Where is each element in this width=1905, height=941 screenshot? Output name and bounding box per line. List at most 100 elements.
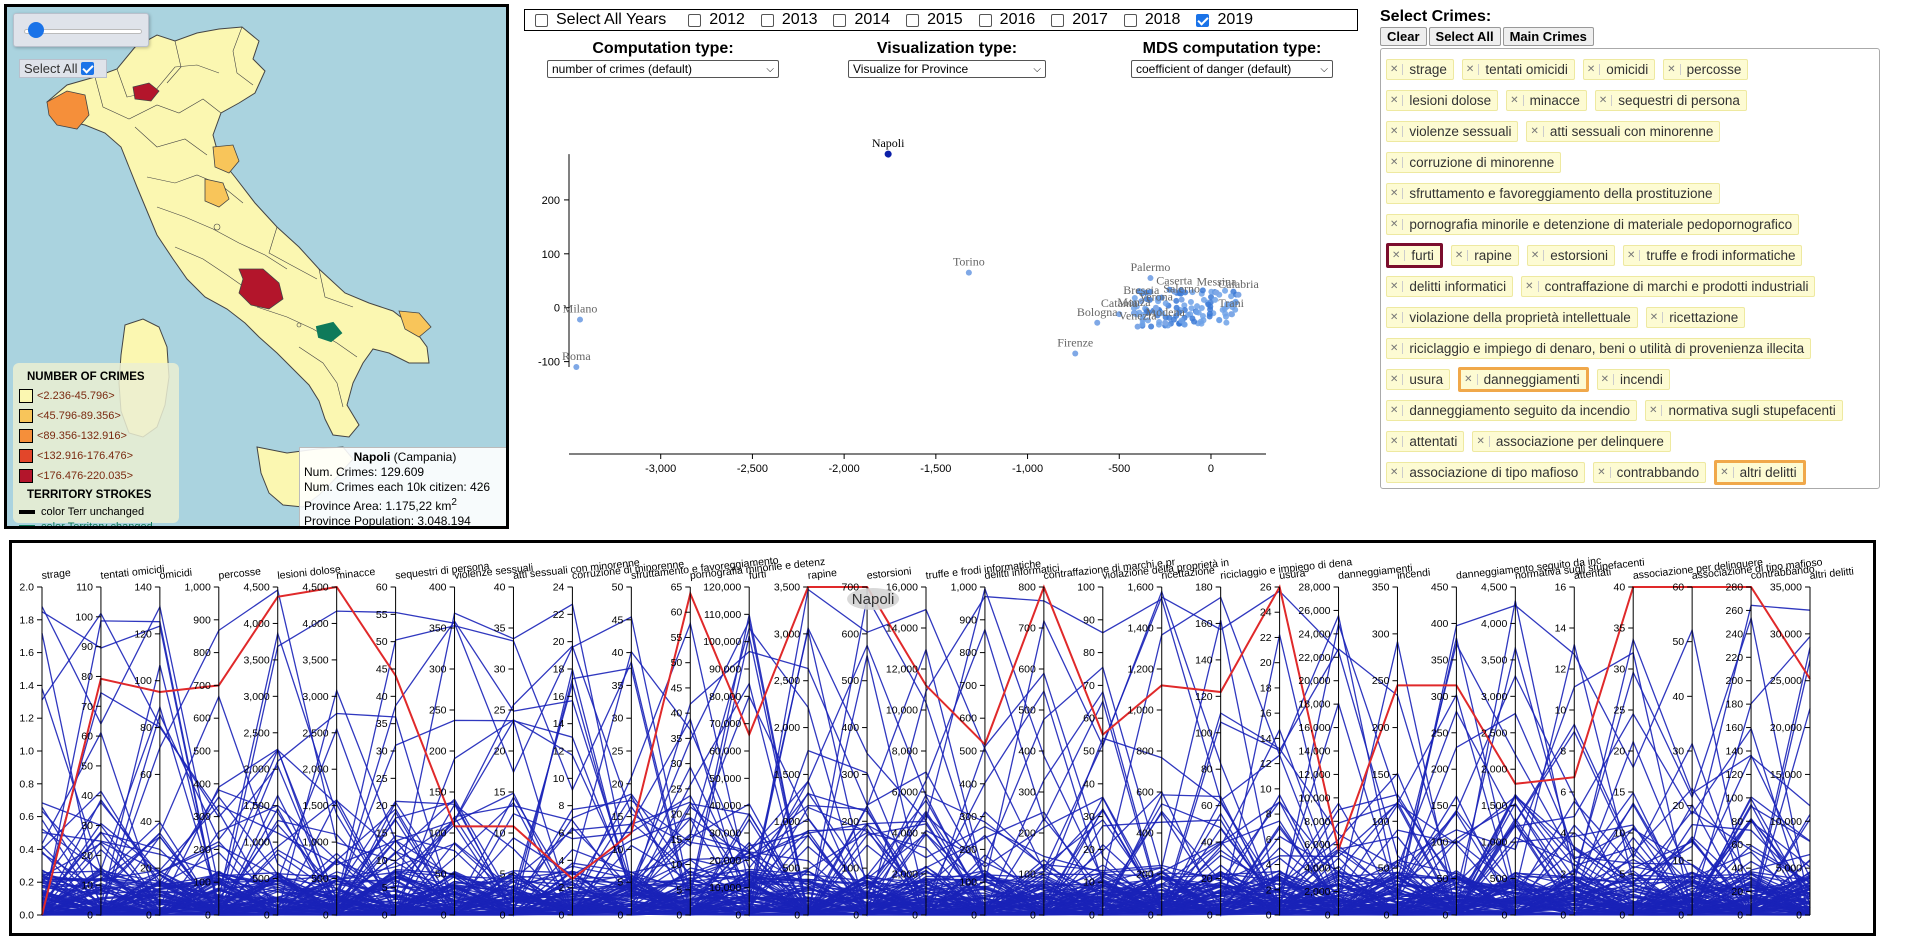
pc-axis-label[interactable]: percosse: [218, 566, 262, 582]
pc-axis[interactable]: 140 120 100 80 60 40 20 0 omicidi: [134, 567, 192, 922]
mds-point[interactable]: [1094, 319, 1101, 326]
crime-tag[interactable]: ✕ danneggiamento seguito da incendio: [1386, 400, 1638, 421]
year-slider[interactable]: [13, 13, 149, 47]
select-all-years[interactable]: Select All Years: [535, 11, 666, 29]
remove-icon[interactable]: ✕: [1390, 343, 1404, 354]
mds-point[interactable]: [1224, 300, 1231, 307]
pc-axis[interactable]: 3,500 3,000 2,500 2,000 1,500 1,000 500 0 rapine: [774, 567, 838, 922]
pc-axis-label[interactable]: minacce: [336, 566, 376, 582]
crime-tag[interactable]: ✕ violazione della proprietà intellettual…: [1386, 307, 1638, 328]
mds-point[interactable]: [1216, 316, 1223, 323]
mds-point[interactable]: [1147, 288, 1154, 295]
year-checkbox[interactable]: [760, 13, 774, 27]
mds-point[interactable]: [965, 269, 972, 276]
pc-axis[interactable]: 16 14 12 10 8 6 4 2 0 attentati: [1555, 566, 1612, 921]
mds-point[interactable]: [1171, 288, 1178, 295]
year-checkbox[interactable]: [833, 13, 847, 27]
mds-point[interactable]: [1131, 300, 1138, 307]
remove-icon[interactable]: ✕: [1390, 281, 1404, 292]
province-firenze[interactable]: [204, 178, 230, 208]
year-checkbox[interactable]: [978, 13, 992, 27]
mds-point[interactable]: [1130, 310, 1137, 317]
remove-icon[interactable]: ✕: [1390, 188, 1404, 199]
crime-tag[interactable]: ✕ delitti informatici: [1386, 276, 1514, 297]
pc-axis[interactable]: 700 600 500 400 300 200 100 0 estorsioni: [842, 565, 913, 921]
mds-point[interactable]: [573, 364, 580, 370]
crime-tag[interactable]: ✕ tentati omicidi: [1461, 59, 1575, 80]
mds-point[interactable]: [1162, 319, 1169, 326]
parallel-coordinates-plot[interactable]: 2.0 1.8 1.6 1.4 1.2 1.0 0.8 0.6 0.4 0.2 0.0 strage 1…: [12, 543, 1873, 933]
remove-icon[interactable]: ✕: [1390, 405, 1404, 416]
remove-icon[interactable]: ✕: [1531, 250, 1545, 261]
mds-point[interactable]: [1173, 297, 1180, 304]
mds-point[interactable]: [1156, 318, 1163, 325]
mds-point[interactable]: [1189, 289, 1196, 296]
year-2019[interactable]: 2019: [1196, 11, 1253, 29]
mds-point[interactable]: [1144, 296, 1151, 303]
pc-axis[interactable]: 2.0 1.8 1.6 1.4 1.2 1.0 0.8 0.6 0.4 0.2 0.0 strage: [19, 567, 71, 922]
crime-tag[interactable]: ✕ incendi: [1596, 369, 1670, 390]
remove-icon[interactable]: ✕: [1587, 64, 1601, 75]
mds-point[interactable]: [1228, 293, 1235, 300]
clear-button[interactable]: Clear: [1380, 27, 1427, 46]
pc-axis[interactable]: 280260240220200180160140120100806040200c…: [1726, 563, 1816, 921]
mds-point[interactable]: [1228, 301, 1235, 308]
remove-icon[interactable]: ✕: [1597, 467, 1611, 478]
pc-axis-label[interactable]: altri delitti: [1809, 565, 1854, 582]
pc-axis-label[interactable]: estorsioni: [866, 565, 912, 582]
mds-point[interactable]: [1145, 309, 1152, 316]
crime-tag[interactable]: ✕ associazione di tipo mafioso: [1386, 462, 1586, 483]
year-2013[interactable]: 2013: [760, 11, 817, 29]
pc-axis[interactable]: 28,000 26,000 24,000 22,000 20,000 18,000 16,0…: [1298, 562, 1413, 921]
mds-point[interactable]: [1222, 287, 1229, 294]
province-napoli[interactable]: [315, 321, 343, 343]
mds-point[interactable]: [1140, 312, 1147, 319]
year-checkbox[interactable]: [906, 13, 920, 27]
mds-point[interactable]: [1178, 317, 1185, 324]
remove-icon[interactable]: ✕: [1390, 374, 1404, 385]
year-2015[interactable]: 2015: [906, 11, 963, 29]
pc-axis-label[interactable]: usura: [1279, 567, 1307, 582]
crime-tag[interactable]: ✕ riciclaggio e impiego di denaro, beni o…: [1386, 338, 1812, 359]
mds-point[interactable]: [1213, 289, 1220, 296]
mds-point[interactable]: [1131, 295, 1138, 302]
province-torino[interactable]: [46, 90, 90, 130]
mds-point[interactable]: [1178, 296, 1185, 303]
select-all-button[interactable]: Select All: [1428, 27, 1501, 46]
crime-tag[interactable]: ✕ attentati: [1386, 431, 1465, 452]
remove-icon[interactable]: ✕: [1464, 374, 1478, 385]
crime-tag[interactable]: ✕ danneggiamenti: [1458, 367, 1589, 392]
mds-point[interactable]: [1116, 311, 1123, 318]
remove-icon[interactable]: ✕: [1390, 219, 1404, 230]
map-select-all-checkbox[interactable]: [81, 62, 95, 75]
mds-point[interactable]: [1187, 298, 1194, 305]
province-milano[interactable]: [132, 82, 160, 102]
mds-point[interactable]: [1208, 288, 1215, 295]
pc-axis[interactable]: 350 300 250 200 150 100 50 0 incendi: [1372, 567, 1431, 922]
mds-point[interactable]: [1194, 303, 1201, 310]
crime-tag[interactable]: ✕ violenze sessuali: [1386, 121, 1519, 142]
remove-icon[interactable]: ✕: [1390, 467, 1404, 478]
mds-point[interactable]: [1170, 316, 1177, 323]
year-2018[interactable]: 2018: [1123, 11, 1180, 29]
mds-point[interactable]: [1206, 310, 1213, 317]
crime-tag[interactable]: ✕ sfruttamento e favoreggiamento della pr…: [1386, 183, 1720, 204]
pc-axis-label[interactable]: tentati omicidi: [100, 563, 165, 582]
crime-tag[interactable]: ✕ omicidi: [1582, 59, 1656, 80]
mds-point[interactable]: [1235, 291, 1242, 298]
map-select-all[interactable]: Select All: [19, 59, 108, 78]
year-2017[interactable]: 2017: [1051, 11, 1108, 29]
mds-point[interactable]: [1138, 298, 1145, 305]
mds-point[interactable]: [1162, 314, 1169, 321]
remove-icon[interactable]: ✕: [1627, 250, 1641, 261]
year-checkbox[interactable]: [1051, 13, 1065, 27]
crime-tag[interactable]: ✕ atti sessuali con minorenne: [1526, 121, 1721, 142]
main-crimes-button[interactable]: Main Crimes: [1502, 27, 1594, 46]
pc-axis-label[interactable]: lesioni dolose: [277, 563, 342, 582]
crime-tag[interactable]: ✕ usura: [1386, 369, 1451, 390]
mds-point[interactable]: [1181, 307, 1188, 314]
remove-icon[interactable]: ✕: [1525, 281, 1539, 292]
mds-point[interactable]: [1223, 319, 1230, 326]
mds-point[interactable]: [1189, 315, 1196, 322]
mds-point[interactable]: [1207, 303, 1214, 310]
